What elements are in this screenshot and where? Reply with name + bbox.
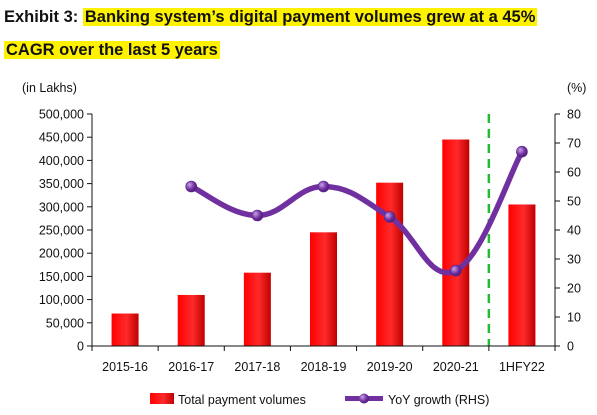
growth-point	[383, 211, 396, 223]
bar	[376, 182, 404, 346]
right-tick-label: 80	[567, 108, 581, 122]
legend-line-label: YoY growth (RHS)	[388, 393, 489, 407]
left-tick-label: 500,000	[39, 108, 84, 122]
x-tick-label: 2019-20	[367, 360, 413, 374]
left-tick-label: 300,000	[39, 200, 84, 214]
right-tick-label: 70	[567, 137, 581, 151]
growth-line	[188, 148, 525, 276]
growth-point	[251, 209, 264, 222]
legend-line-marker	[359, 393, 369, 404]
left-tick-label: 450,000	[39, 131, 84, 145]
x-tick-label: 2016-17	[168, 360, 214, 374]
left-tick-label: 0	[77, 340, 84, 354]
legend-bar-label: Total payment volumes	[178, 393, 306, 407]
left-tick-label: 250,000	[39, 224, 84, 238]
legend: Total payment volumes YoY growth (RHS)	[150, 393, 489, 407]
title-highlight-1: Banking system’s digital payment volumes…	[82, 8, 538, 26]
left-tick-label: 150,000	[39, 270, 84, 284]
growth-point	[449, 264, 462, 277]
x-tick-label: 1HFY22	[499, 360, 545, 374]
right-tick-label: 10	[567, 311, 581, 325]
chart-title-line1: Exhibit 3: Banking system’s digital paym…	[4, 4, 538, 30]
x-tick-label: 2015-16	[102, 360, 148, 374]
bar-series	[111, 139, 536, 346]
left-tick-label: 350,000	[39, 177, 84, 191]
left-axis-unit-label: (in Lakhs)	[22, 81, 77, 95]
bar	[111, 313, 139, 346]
x-tick-label: 2017-18	[234, 360, 280, 374]
right-tick-label: 40	[567, 224, 581, 238]
right-axis-ticks: 0 10 20 30 40 50 60 70 80	[555, 108, 581, 354]
line-series	[185, 145, 528, 277]
right-tick-label: 60	[567, 166, 581, 180]
left-tick-label: 100,000	[39, 293, 84, 307]
left-axis-ticks: 0 50,000 100,000 150,000 200,000 250,000 300,0…	[39, 108, 92, 354]
title-highlight-2: CAGR over the last 5 years	[4, 41, 220, 59]
bar	[243, 272, 271, 346]
chart-title-line2: CAGR over the last 5 years	[4, 37, 220, 63]
left-tick-label: 50,000	[46, 316, 84, 330]
bar	[508, 204, 536, 346]
right-tick-label: 20	[567, 282, 581, 296]
bar	[177, 294, 205, 346]
bar	[442, 139, 470, 346]
x-axis-ticks: 2015-16 2016-17 2017-18 2018-19 2019-20 2020-…	[91, 346, 556, 374]
right-tick-label: 30	[567, 253, 581, 267]
left-tick-label: 200,000	[39, 247, 84, 261]
bar	[310, 232, 337, 346]
right-tick-label: 50	[567, 195, 581, 209]
x-tick-label: 2020-21	[433, 360, 479, 374]
right-tick-label: 0	[567, 340, 574, 354]
legend-bar-swatch	[150, 393, 174, 404]
exhibit-label: Exhibit 3:	[4, 8, 79, 26]
growth-point	[185, 180, 198, 193]
growth-point	[516, 145, 528, 158]
right-axis-unit-label: (%)	[567, 81, 586, 95]
x-tick-label: 2018-19	[301, 360, 347, 374]
growth-point	[317, 180, 330, 193]
left-tick-label: 400,000	[39, 154, 84, 168]
